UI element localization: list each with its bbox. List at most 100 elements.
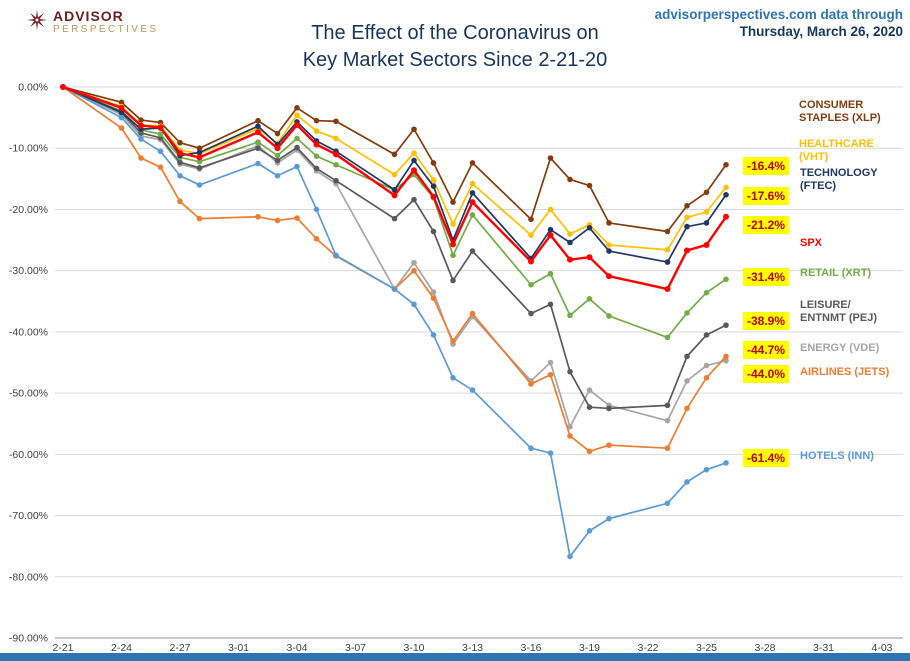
- logo: ADVISOR PERSPECTIVES: [26, 9, 159, 36]
- data-point: [469, 212, 476, 218]
- data-point: [723, 357, 729, 364]
- data-point: [547, 226, 554, 233]
- data-point: [469, 180, 476, 187]
- data-point: [567, 239, 573, 246]
- data-point: [664, 228, 671, 235]
- data-point: [196, 158, 203, 165]
- data-point: [469, 199, 476, 206]
- data-point: [723, 353, 729, 360]
- data-point: [567, 231, 573, 237]
- data-point: [586, 254, 593, 261]
- series-xlp: [60, 84, 729, 235]
- series-jets: [60, 84, 729, 455]
- data-point: [567, 368, 573, 375]
- data-point: [528, 381, 534, 387]
- x-tick-label: 4-03: [871, 642, 892, 654]
- data-point: [684, 310, 690, 316]
- data-point: [430, 295, 437, 302]
- data-point: [430, 160, 437, 166]
- data-point: [391, 192, 398, 199]
- x-tick-label: 3-13: [462, 642, 483, 654]
- data-point: [606, 405, 612, 412]
- x-tick-label: 3-31: [813, 642, 834, 654]
- x-tick-label: 3-19: [579, 642, 600, 654]
- data-point: [255, 117, 261, 124]
- data-point: [430, 177, 437, 183]
- data-point: [703, 332, 710, 338]
- data-point: [469, 160, 476, 166]
- x-tick-label: 2-27: [169, 642, 190, 654]
- data-point: [411, 267, 417, 274]
- data-point: [606, 273, 612, 280]
- data-point: [567, 256, 573, 263]
- data-point: [411, 259, 417, 266]
- data-point: [684, 405, 690, 412]
- data-point: [450, 221, 456, 227]
- data-point: [430, 183, 437, 189]
- data-point: [138, 155, 144, 161]
- y-tick-label: -90.00%: [9, 633, 48, 645]
- data-point: [255, 145, 261, 152]
- data-point: [333, 252, 339, 259]
- data-point: [255, 123, 261, 129]
- series-spx: [60, 84, 729, 293]
- data-point: [664, 334, 671, 341]
- data-point: [586, 296, 593, 302]
- chart-title: The Effect of the Coronavirus on Key Mar…: [205, 20, 705, 74]
- data-point: [664, 286, 671, 293]
- y-tick-label: -60.00%: [9, 449, 48, 461]
- data-point: [664, 259, 671, 265]
- chart-title-line2: Key Market Sectors Since 2-21-20: [302, 49, 608, 71]
- data-point: [723, 184, 729, 191]
- data-point: [118, 125, 125, 131]
- data-point: [313, 117, 320, 124]
- data-point: [274, 217, 281, 224]
- data-point: [157, 131, 164, 137]
- data-point: [528, 445, 534, 452]
- data-point: [450, 199, 456, 205]
- data-point: [567, 553, 573, 560]
- data-point: [469, 310, 476, 317]
- data-point: [586, 225, 593, 231]
- x-tick-label: 3-07: [345, 642, 366, 654]
- data-point: [177, 139, 183, 146]
- data-point: [294, 112, 300, 118]
- data-point: [684, 202, 690, 209]
- x-tick-label: 2-21: [52, 642, 73, 654]
- data-point: [703, 466, 710, 473]
- data-point: [450, 277, 456, 284]
- data-point: [450, 338, 456, 344]
- data-point: [664, 417, 671, 424]
- data-point: [606, 313, 612, 319]
- data-point: [274, 145, 281, 152]
- data-point: [196, 182, 203, 188]
- data-point: [528, 310, 534, 317]
- data-point: [586, 448, 593, 455]
- data-point: [586, 387, 593, 393]
- data-point: [664, 247, 671, 253]
- data-point: [196, 165, 203, 171]
- data-point: [411, 167, 417, 174]
- data-point: [391, 171, 398, 178]
- x-tick-label: 3-01: [228, 642, 249, 654]
- data-point: [391, 151, 398, 158]
- data-point: [157, 124, 164, 131]
- logo-perspectives-text: PERSPECTIVES: [53, 24, 159, 35]
- data-point: [703, 362, 710, 369]
- chart-title-line1: The Effect of the Coronavirus on: [311, 22, 599, 44]
- data-point: [138, 136, 144, 142]
- y-tick-label: -40.00%: [9, 326, 48, 338]
- data-point: [274, 152, 281, 159]
- data-point: [684, 223, 690, 230]
- data-point: [313, 236, 320, 242]
- x-tick-label: 2-24: [111, 642, 132, 654]
- data-point: [294, 163, 300, 170]
- x-tick-label: 3-22: [637, 642, 658, 654]
- data-point: [333, 151, 339, 158]
- data-point: [294, 135, 300, 142]
- data-point: [547, 232, 554, 239]
- source-date-text: Thursday, March 26, 2020: [739, 24, 903, 39]
- data-point: [430, 228, 437, 235]
- data-point: [313, 153, 320, 159]
